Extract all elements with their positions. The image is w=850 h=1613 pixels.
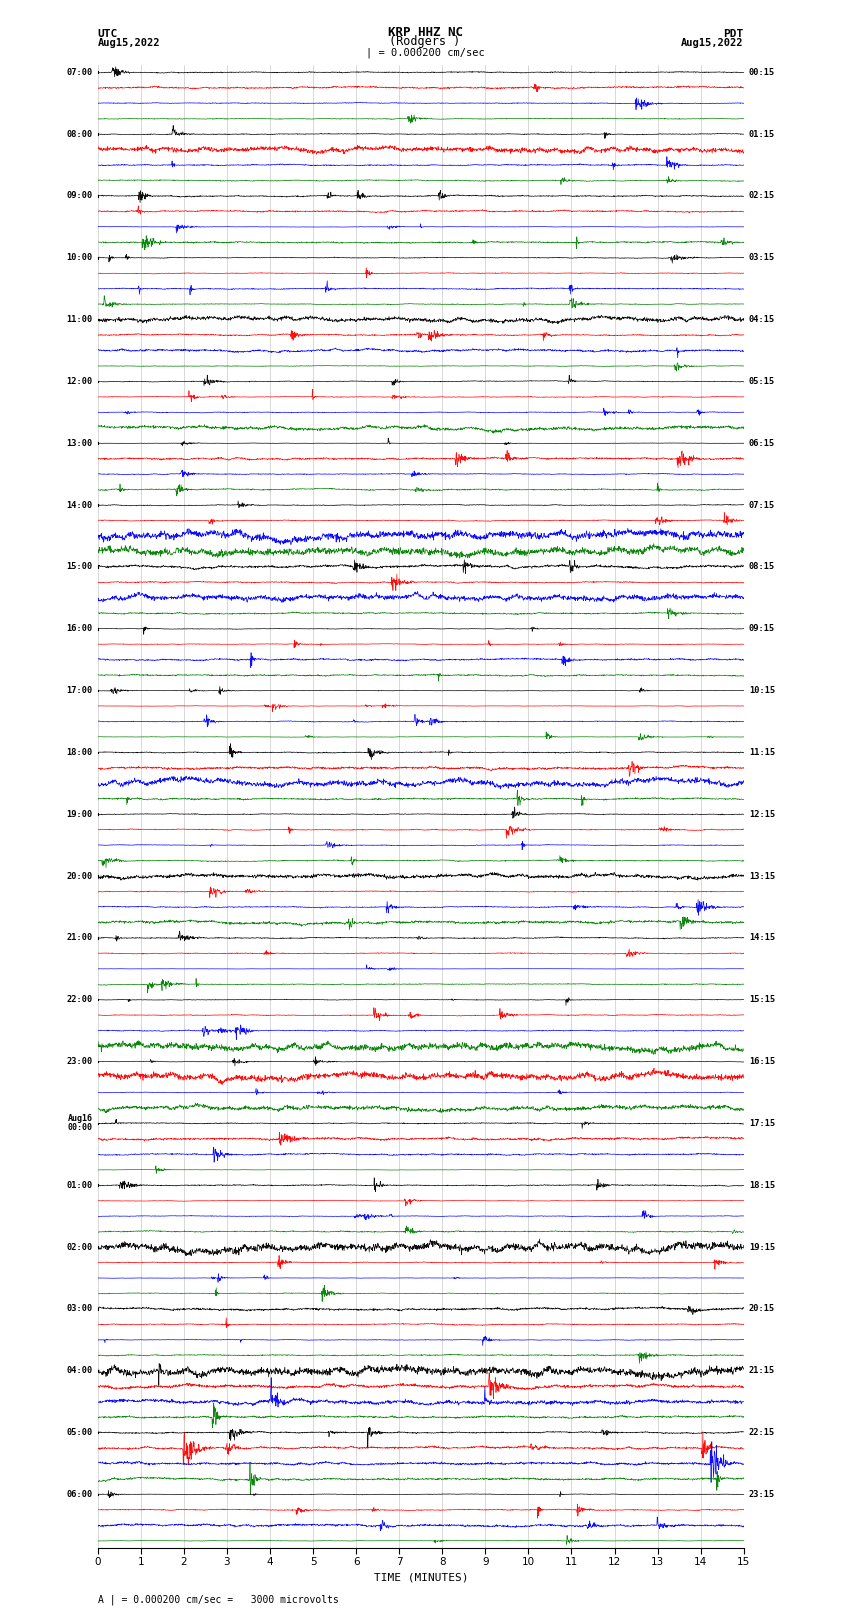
Text: 11:15: 11:15 [749, 748, 775, 756]
Text: 04:00: 04:00 [66, 1366, 93, 1376]
Text: Aug16: Aug16 [68, 1115, 93, 1123]
Text: Aug15,2022: Aug15,2022 [98, 39, 161, 48]
Text: 00:00: 00:00 [68, 1123, 93, 1132]
Text: 09:00: 09:00 [66, 192, 93, 200]
Text: 04:15: 04:15 [749, 315, 775, 324]
Text: 02:15: 02:15 [749, 192, 775, 200]
Text: 19:15: 19:15 [749, 1242, 775, 1252]
Text: 18:15: 18:15 [749, 1181, 775, 1190]
Text: 22:00: 22:00 [66, 995, 93, 1005]
Text: 20:00: 20:00 [66, 871, 93, 881]
Text: 23:00: 23:00 [66, 1057, 93, 1066]
Text: 22:15: 22:15 [749, 1428, 775, 1437]
Text: 13:00: 13:00 [66, 439, 93, 448]
Text: 18:00: 18:00 [66, 748, 93, 756]
Text: UTC: UTC [98, 29, 118, 39]
Text: 08:15: 08:15 [749, 563, 775, 571]
Text: 17:00: 17:00 [66, 686, 93, 695]
Text: 03:00: 03:00 [66, 1305, 93, 1313]
Text: 11:00: 11:00 [66, 315, 93, 324]
Text: 13:15: 13:15 [749, 871, 775, 881]
Text: 00:15: 00:15 [749, 68, 775, 77]
Text: 23:15: 23:15 [749, 1490, 775, 1498]
Text: KRP HHZ NC: KRP HHZ NC [388, 26, 462, 39]
Text: 16:15: 16:15 [749, 1057, 775, 1066]
Text: 01:00: 01:00 [66, 1181, 93, 1190]
Text: 03:15: 03:15 [749, 253, 775, 263]
Text: 15:15: 15:15 [749, 995, 775, 1005]
Text: 05:15: 05:15 [749, 377, 775, 386]
Text: 02:00: 02:00 [66, 1242, 93, 1252]
Text: PDT: PDT [723, 29, 744, 39]
Text: Aug15,2022: Aug15,2022 [681, 39, 744, 48]
Text: 19:00: 19:00 [66, 810, 93, 819]
Text: 08:00: 08:00 [66, 129, 93, 139]
Text: 07:00: 07:00 [66, 68, 93, 77]
X-axis label: TIME (MINUTES): TIME (MINUTES) [373, 1573, 468, 1582]
Text: 16:00: 16:00 [66, 624, 93, 634]
Text: 05:00: 05:00 [66, 1428, 93, 1437]
Text: (Rodgers ): (Rodgers ) [389, 35, 461, 48]
Text: 12:00: 12:00 [66, 377, 93, 386]
Text: 15:00: 15:00 [66, 563, 93, 571]
Text: 09:15: 09:15 [749, 624, 775, 634]
Text: 12:15: 12:15 [749, 810, 775, 819]
Text: 01:15: 01:15 [749, 129, 775, 139]
Text: 14:00: 14:00 [66, 500, 93, 510]
Text: A | = 0.000200 cm/sec =   3000 microvolts: A | = 0.000200 cm/sec = 3000 microvolts [98, 1594, 338, 1605]
Text: 21:15: 21:15 [749, 1366, 775, 1376]
Text: | = 0.000200 cm/sec: | = 0.000200 cm/sec [366, 47, 484, 58]
Text: 10:15: 10:15 [749, 686, 775, 695]
Text: 14:15: 14:15 [749, 934, 775, 942]
Text: 06:15: 06:15 [749, 439, 775, 448]
Text: 21:00: 21:00 [66, 934, 93, 942]
Text: 07:15: 07:15 [749, 500, 775, 510]
Text: 20:15: 20:15 [749, 1305, 775, 1313]
Text: 17:15: 17:15 [749, 1119, 775, 1127]
Text: 10:00: 10:00 [66, 253, 93, 263]
Text: 06:00: 06:00 [66, 1490, 93, 1498]
